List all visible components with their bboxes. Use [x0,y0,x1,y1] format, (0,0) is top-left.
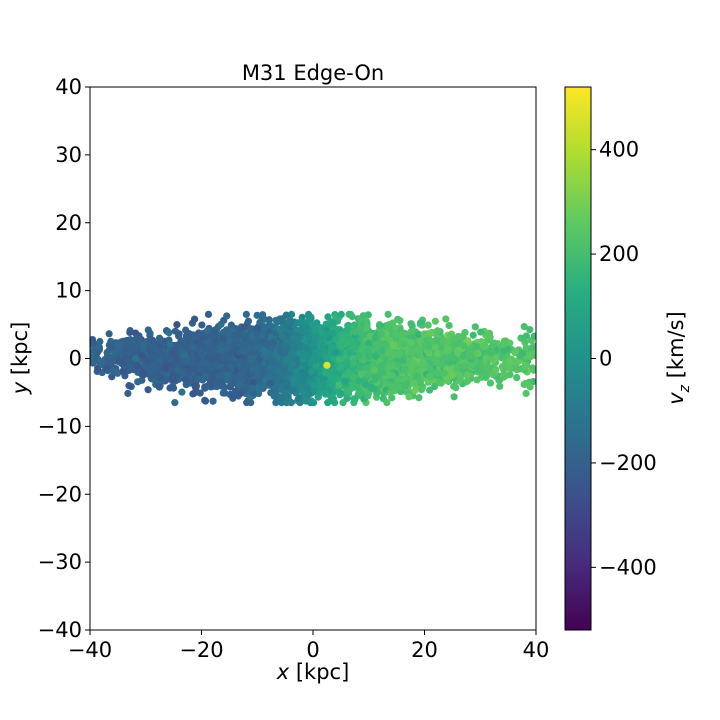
scatter-point [253,311,261,319]
scatter-points [90,310,536,407]
scatter-point [411,386,419,395]
scatter-point [105,330,113,338]
scatter-point [415,394,423,402]
scatter-point [196,389,204,397]
scatter-point [282,311,290,319]
scatter-point [486,379,495,387]
scatter-point [220,383,229,391]
scatter-point [445,321,453,330]
scatter-point [146,329,154,337]
scatter-point [198,321,206,329]
scatter-point [522,332,530,340]
scatter-point [190,389,198,398]
scatter-point [471,323,479,331]
scatter-point [452,384,460,392]
scatter-point [457,333,465,341]
scatter-point [520,323,528,331]
scatter-point [144,386,152,394]
scatter-point [522,389,530,398]
scatter-point [108,373,116,381]
scatter-point [473,376,481,384]
scatter-point [416,378,424,387]
scatter-point [497,354,505,362]
scatter-point [244,317,253,325]
scatter-point [345,310,353,318]
scatter-point [242,310,250,318]
scatter-point [169,382,177,390]
scatter-point [165,329,173,337]
scatter-point [485,329,493,337]
scatter-point [492,354,500,362]
scatter-point [156,382,164,390]
scatter-point [332,313,340,321]
scatter-point [171,399,179,407]
scatter-point [126,328,134,336]
scatter-point [442,315,450,323]
scatter-point [521,338,529,346]
scatter-point [178,388,186,396]
scatter-point [120,368,128,376]
scatter-point [526,326,534,334]
scatter-point [173,321,181,329]
scatter-point [496,382,504,390]
scatter-point [464,377,472,385]
scatter-point [384,310,392,318]
scatter-point [209,397,217,405]
scatter-point [322,320,330,328]
scatter-point [212,383,221,391]
chart-title: M31 Edge-On [242,61,384,85]
scatter-point [431,317,439,325]
scatter-point [424,321,432,329]
